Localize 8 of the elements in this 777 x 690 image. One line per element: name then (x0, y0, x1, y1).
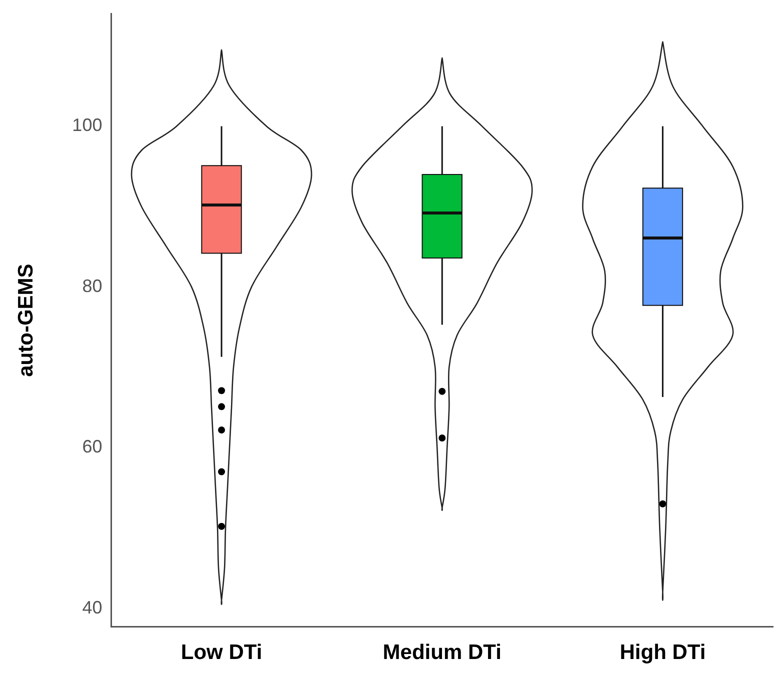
y-axis-title: auto-GEMS (14, 264, 38, 377)
x-tick-label: High DTi (620, 641, 706, 664)
y-tick-label: 100 (72, 115, 102, 136)
y-tick-label: 40 (82, 597, 102, 618)
x-tick-label: Low DTi (180, 641, 262, 664)
x-tick-label: Medium DTi (382, 641, 502, 664)
y-tick-label: 80 (82, 276, 102, 296)
y-tick-label: 60 (82, 436, 102, 457)
